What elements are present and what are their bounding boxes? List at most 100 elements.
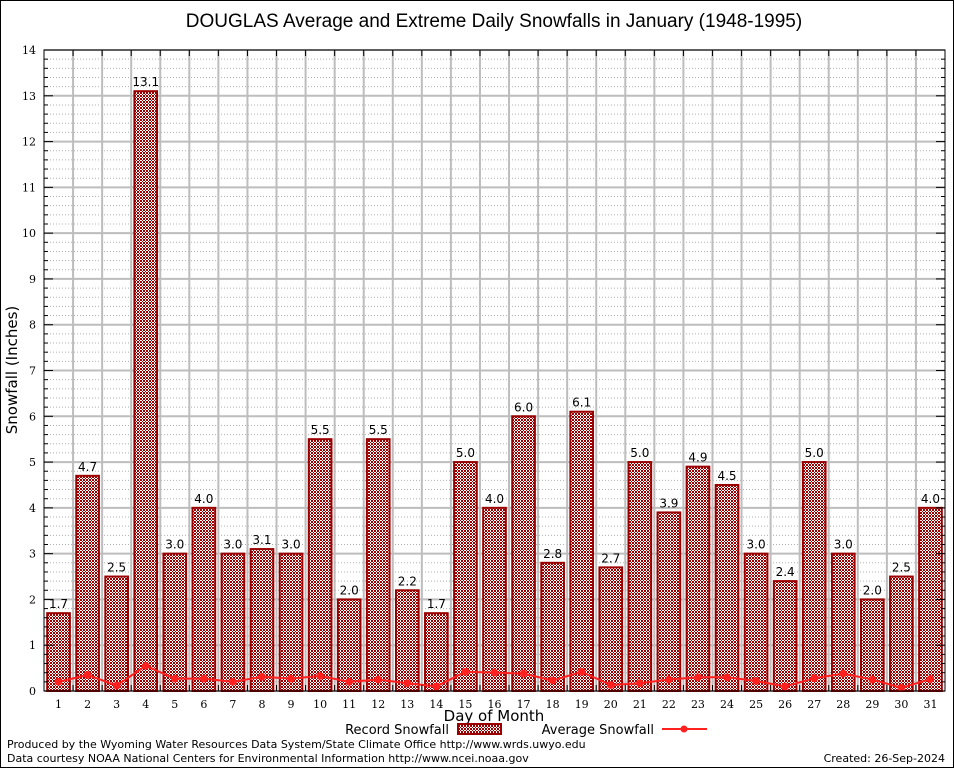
bar-record-day-25 [743, 552, 769, 693]
bar-record-day-9 [278, 552, 304, 693]
footer-produced-by: Produced by the Wyoming Water Resources … [7, 738, 586, 751]
bar-record-day-26 [772, 580, 798, 692]
bars [46, 90, 943, 693]
x-tick-label: 1 [55, 698, 62, 711]
bar-record-day-27 [801, 461, 827, 693]
x-tick-label: 17 [517, 698, 531, 711]
average-point-day-6 [200, 674, 208, 683]
bar-record-day-10 [307, 438, 333, 692]
average-point-day-4 [141, 662, 150, 670]
y-tick-label: 13 [22, 90, 36, 103]
x-tick-label: 13 [400, 698, 414, 711]
y-tick-label: 6 [29, 410, 36, 423]
legend-label-record: Record Snowfall [345, 723, 449, 738]
x-tick-label: 31 [923, 698, 937, 711]
x-tick-label: 8 [258, 698, 265, 711]
bar-value-label: 3.0 [282, 538, 301, 552]
x-tick-label: 22 [662, 698, 676, 711]
bar-record-day-19 [569, 410, 595, 692]
y-tick-label: 8 [29, 319, 36, 332]
bar-value-label: 2.8 [543, 547, 562, 561]
x-tick-label: 4 [142, 698, 149, 711]
bar-value-label: 4.0 [921, 492, 940, 506]
x-tick-label: 29 [865, 698, 879, 711]
bar-value-label: 2.5 [107, 561, 126, 575]
axes [43, 49, 946, 692]
average-point-day-25 [752, 677, 760, 685]
average-point-day-15 [461, 667, 470, 676]
bar-value-label: 13.1 [132, 75, 159, 89]
legend: Record Snowfall Average Snowfall [345, 723, 707, 738]
average-point-day-12 [374, 675, 383, 684]
y-tick-label: 14 [22, 44, 36, 57]
average-point-day-29 [868, 675, 877, 684]
bar-value-label: 3.0 [834, 538, 853, 552]
bar-value-label: 5.0 [456, 446, 475, 460]
x-tick-label: 3 [113, 698, 120, 711]
bar-record-day-11 [336, 598, 362, 693]
bar-record-day-21 [627, 461, 653, 693]
x-tick-label: 28 [836, 698, 850, 711]
bar-record-day-14 [424, 612, 449, 693]
x-tick-label: 15 [458, 698, 472, 711]
average-point-day-8 [258, 673, 266, 681]
average-line [54, 662, 935, 692]
bar-value-label: 1.7 [49, 597, 68, 611]
bar-value-label: 3.0 [165, 538, 184, 552]
bar-value-label: 4.7 [78, 460, 97, 474]
x-tick-label: 9 [288, 698, 295, 711]
y-tick-label: 9 [29, 273, 36, 286]
average-point-day-10 [316, 672, 324, 680]
bar-record-day-12 [365, 438, 391, 692]
average-point-day-1 [54, 678, 63, 686]
bar-value-label: 5.5 [311, 423, 330, 437]
y-tick-label: 1 [29, 639, 36, 652]
bar-record-day-16 [482, 506, 507, 692]
x-tick-label: 26 [778, 698, 792, 711]
bar-record-day-22 [656, 511, 682, 693]
y-tick-label: 11 [22, 181, 36, 194]
bar-record-day-13 [394, 589, 420, 692]
bar-record-day-2 [75, 474, 100, 692]
x-tick-label: 11 [342, 698, 356, 711]
x-tick-label: 21 [633, 698, 647, 711]
x-tick-label: 16 [488, 698, 502, 711]
x-tick-label: 14 [429, 698, 443, 711]
bar-record-day-15 [453, 461, 478, 693]
bar-value-label: 2.0 [340, 583, 359, 597]
average-point-day-27 [810, 674, 819, 682]
x-tick-label: 25 [749, 698, 763, 711]
bar-value-label: 4.9 [688, 451, 707, 465]
average-point-day-11 [345, 678, 353, 686]
bar-value-label: 2.5 [892, 561, 911, 575]
bar-record-day-23 [685, 465, 711, 692]
bar-record-day-7 [220, 552, 246, 693]
average-point-day-7 [229, 678, 237, 686]
average-point-day-26 [781, 682, 789, 691]
bar-value-label: 2.4 [776, 565, 795, 579]
y-tick-label: 2 [29, 593, 36, 606]
y-tick-label: 5 [29, 456, 36, 469]
x-tick-label: 20 [604, 698, 618, 711]
x-tick-label: 27 [807, 698, 821, 711]
chart-title: DOUGLAS Average and Extreme Daily Snowfa… [186, 11, 802, 32]
average-point-day-2 [83, 671, 92, 679]
bar-value-label: 3.0 [223, 538, 242, 552]
average-point-day-5 [170, 674, 179, 683]
bar-value-label: 6.1 [572, 396, 591, 410]
y-tick-label: 10 [22, 227, 36, 240]
bar-value-label: 1.7 [427, 597, 446, 611]
bar-value-label: 5.0 [630, 446, 649, 460]
x-tick-label: 5 [171, 698, 178, 711]
x-tick-label: 12 [371, 698, 385, 711]
x-tick-labels: 1 2 3 4 5 6 7 8 9 10 11 12 13 14 15 16 17 18 19 20 21 22 23 24 2… [55, 698, 937, 711]
bar-value-label: 3.9 [659, 496, 678, 510]
bar-value-label: 4.0 [194, 492, 213, 506]
bar-value-label: 2.0 [863, 583, 882, 597]
x-tick-label: 24 [720, 698, 734, 711]
legend-marker-average [680, 725, 688, 733]
average-point-day-18 [548, 676, 557, 685]
x-tick-label: 19 [575, 698, 589, 711]
bar-value-label: 3.1 [252, 533, 271, 547]
